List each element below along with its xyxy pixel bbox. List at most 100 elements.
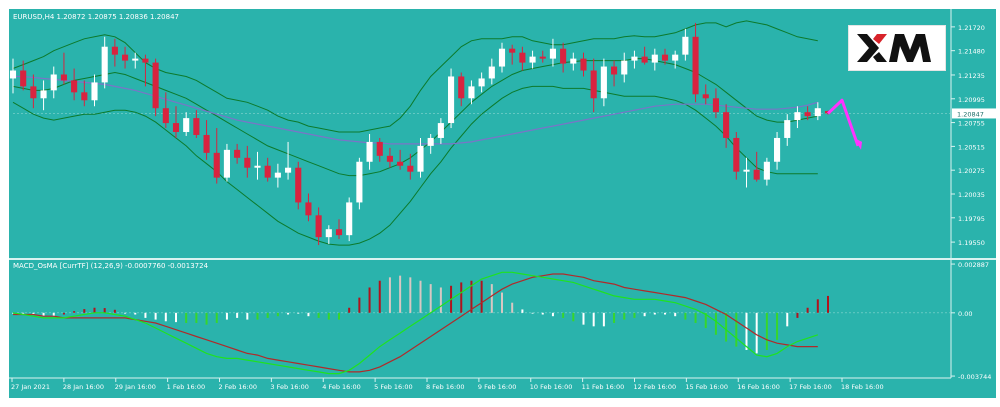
macd-panel [9,260,951,378]
macd-histogram-bar [205,312,208,325]
candle-body [458,76,465,99]
x-tick-label: 28 Jan 16:00 [63,383,104,391]
candle-body [122,54,129,61]
candle-body [81,92,88,101]
macd-histogram-bar [541,312,544,315]
macd-main-line [12,271,818,375]
macd-histogram-bar [653,312,656,315]
macd-histogram-bar [643,312,646,317]
macd-histogram-bar [338,312,340,320]
candle-body [264,165,271,178]
candle-body [254,165,261,168]
macd-histogram-bar [154,312,157,320]
candle-body [712,98,719,113]
macd-histogram-bar [490,284,493,313]
candle-body [611,66,618,75]
candle-body [407,165,414,172]
x-tick-label: 8 Feb 16:00 [426,383,465,391]
x-tick-label: 16 Feb 16:00 [737,383,780,391]
macd-histogram-bar [623,312,626,320]
upper-bollinger-band [12,20,818,133]
candle-body [570,58,577,64]
macd-histogram-bar [256,312,259,320]
candle-body [142,58,149,63]
candle-body [600,66,607,99]
candle-body [621,60,628,75]
candle-body [183,118,190,133]
candle-body [560,48,567,64]
macd-histogram-bar [725,312,728,342]
macd-histogram-bar [399,275,402,313]
macd-histogram-bar [511,302,514,313]
macd-y-tick-label: 0.00 [958,310,972,318]
macd-histogram-bar [816,299,819,313]
main-panel [9,9,951,258]
macd-histogram-bar [460,282,463,313]
moving-average-line [13,75,818,145]
candle-body [234,149,241,158]
y-tick-label: 1.21235 [958,72,985,80]
candle-body [590,70,597,99]
candle-body [753,169,760,180]
macd-histogram-bar [572,312,575,322]
x-tick-label: 4 Feb 16:00 [322,383,361,391]
candle-body [223,149,230,178]
middle-bollinger-band [12,58,818,177]
candle-body [152,62,159,109]
macd-histogram-bar [674,312,677,317]
macd-histogram-bar [52,312,55,316]
y-tick-label: 1.19795 [958,215,985,223]
macd-histogram-bar [225,312,228,320]
macd-histogram-bar [613,312,616,323]
macd-y-tick-label: -0.003744 [958,373,991,381]
candle-body [519,52,526,63]
y-tick-label: 1.20995 [958,96,985,104]
macd-histogram-bar [806,307,809,313]
candle-body [509,48,516,53]
macd-histogram-bar [83,309,86,313]
macd-histogram-bar [297,312,300,314]
macd-histogram-bar [776,312,779,340]
macd-histogram-bar [714,312,717,335]
macd-histogram-bar [113,309,116,313]
candle-body [60,74,67,81]
macd-histogram-bar [419,280,422,313]
macd-histogram-bar [439,287,442,313]
x-tick-label: 10 Feb 16:00 [530,383,573,391]
macd-histogram-bar [582,312,585,325]
candle-body [20,70,27,87]
candle-body [285,167,292,173]
macd-histogram-bar [348,307,351,313]
forecast-arrow-head [854,137,862,150]
macd-histogram-bar [827,295,829,313]
candle-body [346,202,353,236]
x-tick-label: 3 Feb 16:00 [270,383,309,391]
candle-body [682,36,689,55]
candle-body [631,56,638,61]
macd-y-tick-label: 0.002887 [958,261,989,269]
x-tick-label: 11 Feb 16:00 [582,383,625,391]
macd-histogram-bar [368,287,371,313]
current-price-label: 1.20847 [957,110,984,118]
y-tick-label: 1.19550 [958,239,985,247]
candle-body [437,123,444,138]
logo-x-red-lower [873,52,887,62]
macd-histogram-bar [266,312,269,318]
candle-body [723,112,730,138]
candle-body [71,80,78,93]
candle-body [335,229,343,236]
macd-histogram-bar [480,280,483,313]
candle-body [366,141,373,162]
macd-histogram-bar [134,312,137,315]
logo-x-red [873,34,887,44]
candle-body [651,54,658,63]
candle-body [733,137,740,172]
y-tick-label: 1.21480 [958,48,985,56]
candle-body [295,167,302,203]
macd-histogram-bar [246,312,249,320]
macd-histogram-bar [388,277,391,313]
macd-histogram-bar [287,312,290,315]
macd-histogram-bar [735,312,738,347]
x-tick-label: 15 Feb 16:00 [685,383,728,391]
